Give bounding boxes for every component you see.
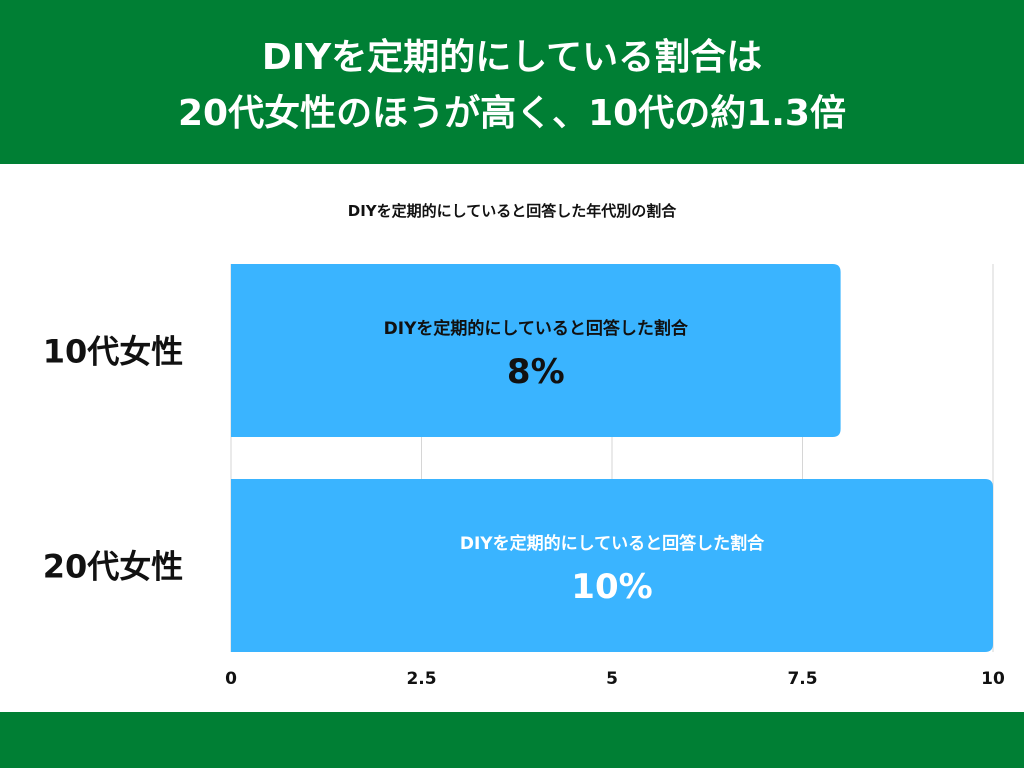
x-tick-label-4: 10 [981, 669, 1005, 689]
x-tick-label-3: 7.5 [787, 669, 817, 689]
bar-2 [231, 479, 993, 652]
x-tick-label-0: 0 [225, 669, 237, 689]
bar-series-label-2: DIYを定期的にしていると回答した割合 [460, 533, 765, 554]
headline-line-2: 20代女性のほうが高く、10代の約1.3倍 [178, 93, 846, 134]
footer-bar [0, 712, 1024, 768]
chart-title: DIYを定期的にしていると回答した年代別の割合 [347, 202, 677, 220]
bar-1 [231, 264, 841, 437]
bar-value-label-1: 8% [507, 352, 565, 392]
bar-value-label-2: 10% [571, 567, 652, 607]
bar-chart: 10代女性 DIYを定期的にしていると回答した割合 8% 20代女性 DIYを定期的にし… [43, 264, 1005, 689]
category-label-2: 20代女性 [43, 548, 184, 586]
x-tick-label-2: 5 [606, 669, 618, 689]
x-tick-label-1: 2.5 [406, 669, 436, 689]
category-label-1: 10代女性 [43, 333, 184, 371]
headline-line-1: DIYを定期的にしている割合は [261, 37, 763, 78]
bar-series-label-1: DIYを定期的にしていると回答した割合 [384, 318, 689, 339]
header-banner: DIYを定期的にしている割合は 20代女性のほうが高く、10代の約1.3倍 [0, 0, 1024, 164]
